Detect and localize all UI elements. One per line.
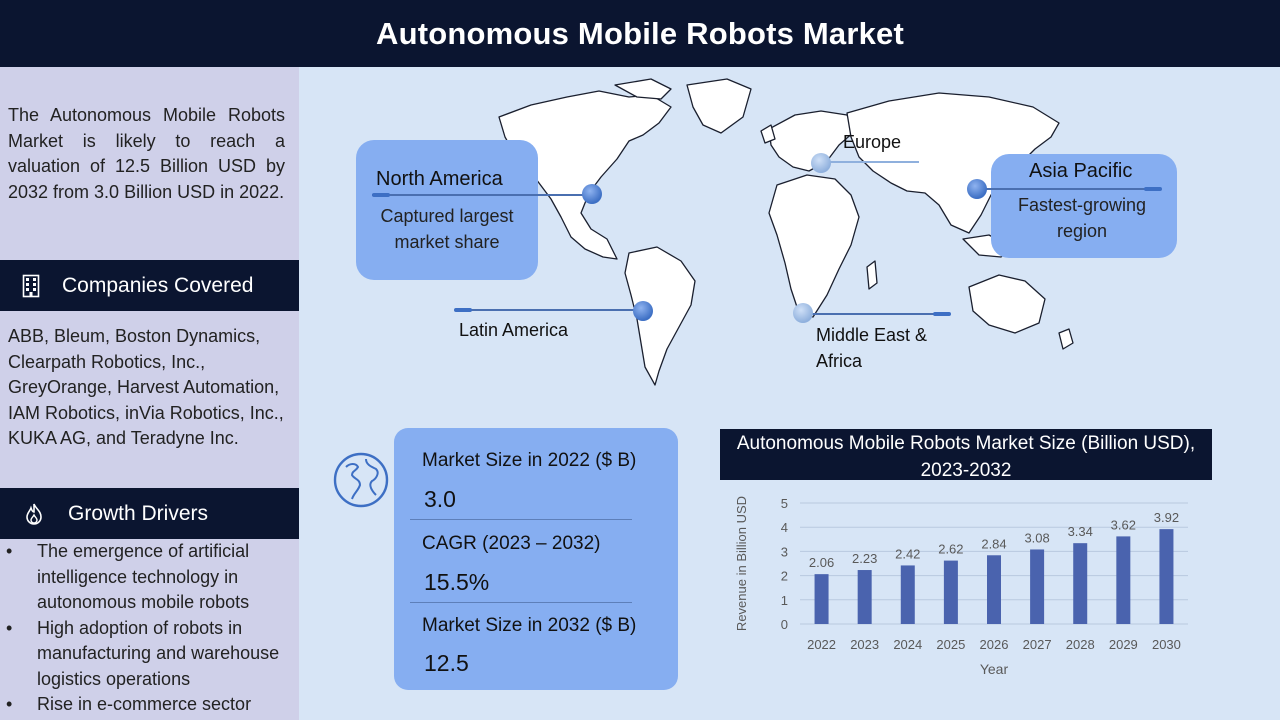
x-tick-label: 2022 xyxy=(807,637,836,652)
drivers-heading: Growth Drivers xyxy=(68,501,209,525)
mea-marker xyxy=(793,303,813,323)
north-america-marker xyxy=(582,184,602,204)
page-title: Autonomous Mobile Robots Market xyxy=(375,15,905,51)
market-size-2032-value: 12.5 xyxy=(424,650,469,676)
market-size-2022-value: 3.0 xyxy=(424,486,456,512)
asia-pacific-bubble xyxy=(991,154,1177,258)
data-label: 3.34 xyxy=(1068,524,1093,539)
europe-marker xyxy=(811,153,831,173)
drivers-list: The emergence of artificial intelligence… xyxy=(0,539,299,718)
north-america-title: North America xyxy=(376,168,503,190)
y-axis-label: Revenue in Billion USD xyxy=(734,496,749,631)
chart-title: Autonomous Mobile Robots Market Size (Bi… xyxy=(720,429,1212,481)
mea-label: Middle East & Africa xyxy=(816,325,928,371)
x-tick-label: 2026 xyxy=(980,637,1009,652)
market-size-2032-label: Market Size in 2032 ($ B) xyxy=(422,615,637,636)
asia-pacific-title: Asia Pacific xyxy=(1029,160,1133,182)
companies-heading: Companies Covered xyxy=(62,273,254,297)
bar xyxy=(857,570,872,624)
north-america-leader-line xyxy=(372,194,585,196)
data-label: 2.42 xyxy=(895,546,920,561)
x-tick-label: 2028 xyxy=(1066,637,1095,652)
stats-divider xyxy=(410,519,632,520)
y-tick-label: 2 xyxy=(781,569,788,584)
list-item: The emergence of artificial intelligence… xyxy=(0,539,299,616)
asia-pacific-dash xyxy=(1144,187,1162,191)
bar xyxy=(1073,543,1088,624)
north-america-bubble xyxy=(356,140,538,280)
world-map-area: North America Captured largest market sh… xyxy=(299,67,1280,427)
x-tick-label: 2029 xyxy=(1109,637,1138,652)
left-panel: The Autonomous Mobile Robots Market is l… xyxy=(0,67,299,720)
bar xyxy=(814,574,829,624)
world-map xyxy=(498,78,1074,386)
cagr-value: 15.5% xyxy=(424,569,490,595)
y-tick-label: 5 xyxy=(781,496,788,511)
x-tick-label: 2024 xyxy=(893,637,922,652)
europe-leader-line xyxy=(819,161,919,163)
latin-america-dash xyxy=(454,308,472,312)
drivers-header: Growth Drivers xyxy=(0,488,299,539)
north-america-dash xyxy=(372,193,390,197)
list-item: High adoption of robots in manufacturing… xyxy=(0,616,299,693)
header-bar: Autonomous Mobile Robots Market xyxy=(0,0,1280,67)
flame-icon xyxy=(0,503,68,525)
intro-text: The Autonomous Mobile Robots Market is l… xyxy=(8,105,285,202)
list-item: Rise in e-commerce sector xyxy=(0,692,299,718)
bar-chart: 0 1 2 3 4 5 2.06 2022 2.23 2023 2.42 2024 2.62 2025 2.… xyxy=(734,496,1188,677)
data-label: 2.62 xyxy=(938,542,963,557)
mea-dash xyxy=(933,312,951,316)
companies-text: ABB, Bleum, Boston Dynamics, Clearpath R… xyxy=(8,326,284,448)
data-label: 2.84 xyxy=(981,536,1006,551)
bar xyxy=(1116,536,1131,624)
x-tick-label: 2030 xyxy=(1152,637,1181,652)
latin-america-leader-line xyxy=(456,309,636,311)
latin-america-label: Latin America xyxy=(459,320,569,340)
building-icon xyxy=(0,274,62,298)
stats-panel: Market Size in 2022 ($ B) 3.0 CAGR (2023… xyxy=(394,428,678,690)
bar xyxy=(943,560,958,624)
x-axis-label: Year xyxy=(980,661,1009,677)
asia-pacific-marker xyxy=(967,179,987,199)
europe-label: Europe xyxy=(843,132,902,152)
x-tick-label: 2023 xyxy=(850,637,879,652)
data-label: 2.23 xyxy=(852,551,877,566)
bar xyxy=(900,565,915,624)
y-tick-label: 0 xyxy=(781,617,788,632)
companies-header: Companies Covered xyxy=(0,260,299,311)
x-tick-label: 2025 xyxy=(936,637,965,652)
data-label: 2.06 xyxy=(809,555,834,570)
globe-icon xyxy=(333,452,389,508)
bar xyxy=(987,555,1001,624)
data-label: 3.08 xyxy=(1024,530,1049,545)
asia-pacific-subtitle: Fastest-growing region xyxy=(1017,195,1147,241)
data-label: 3.92 xyxy=(1154,510,1179,525)
y-tick-label: 4 xyxy=(781,520,788,535)
y-tick-label: 3 xyxy=(781,544,788,559)
data-label: 3.62 xyxy=(1111,517,1136,532)
y-tick-label: 1 xyxy=(781,593,788,608)
bar xyxy=(1030,549,1045,624)
asia-pacific-leader-line xyxy=(977,188,1161,190)
market-size-2022-label: Market Size in 2022 ($ B) xyxy=(422,450,637,471)
x-tick-label: 2027 xyxy=(1023,637,1052,652)
north-america-subtitle: Captured largest market share xyxy=(380,206,514,252)
stats-divider xyxy=(410,602,632,603)
latin-america-marker xyxy=(633,301,653,321)
bar xyxy=(1159,529,1174,624)
mea-leader-line xyxy=(804,313,950,315)
cagr-label: CAGR (2023 – 2032) xyxy=(422,533,601,554)
